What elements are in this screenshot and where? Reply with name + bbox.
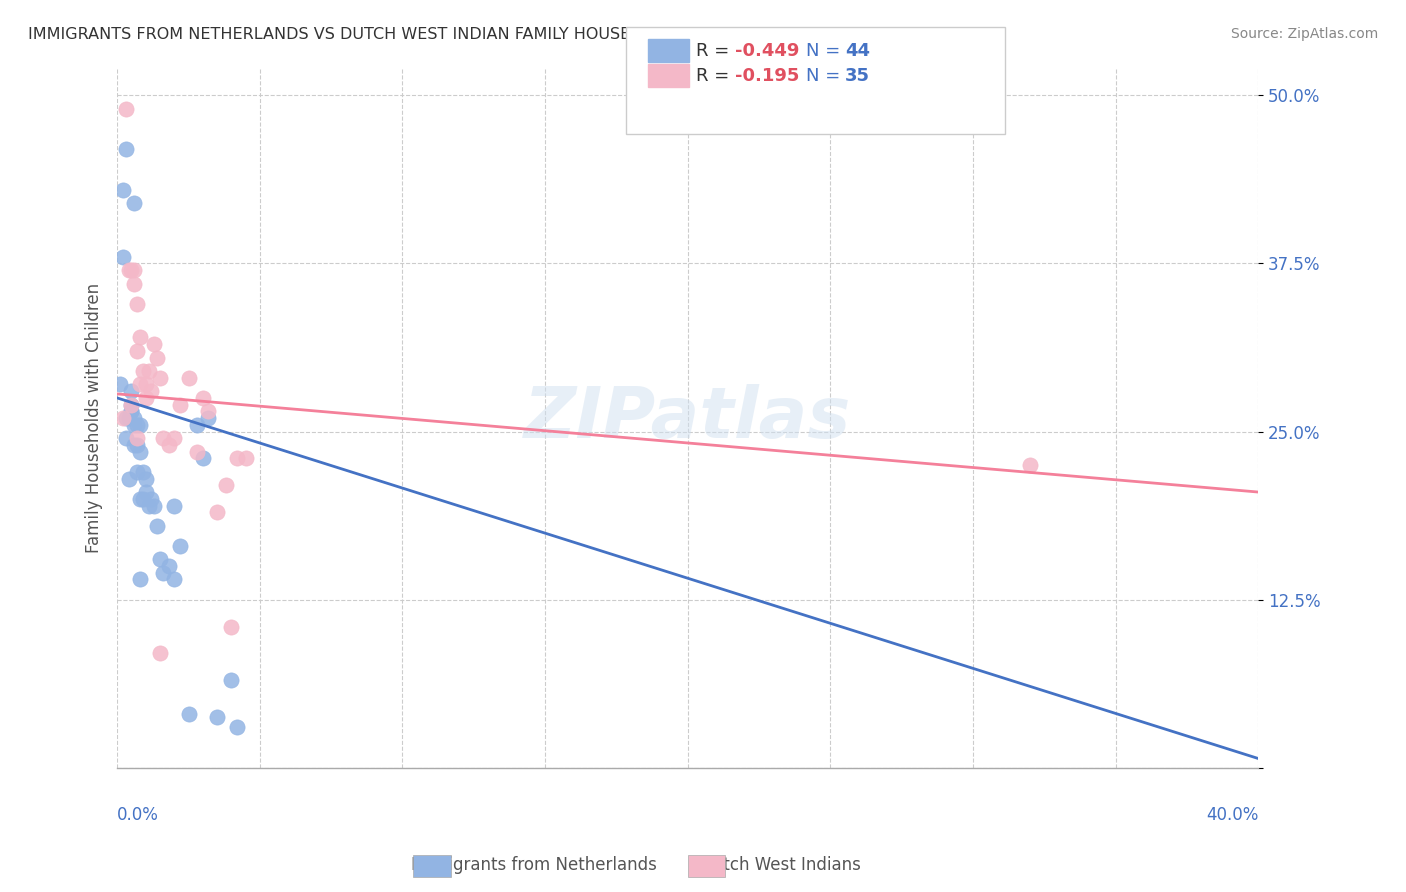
Point [132,491,155,506]
Point [177,371,200,385]
Point [214,478,236,492]
Point [124,263,146,277]
Point [197,404,219,418]
Point [117,411,139,425]
Point [120,384,142,399]
Text: -0.449: -0.449 [735,42,800,60]
Point [191,451,214,466]
Point [117,263,139,277]
Point [114,142,136,156]
Point [129,417,152,432]
Point [120,404,142,418]
Point [124,196,146,211]
Text: N =: N = [806,42,845,60]
Point [127,297,149,311]
Text: -0.195: -0.195 [735,67,800,85]
Point [124,438,146,452]
Text: N =: N = [806,67,845,85]
Point [146,518,169,533]
Point [114,411,136,425]
Text: IMMIGRANTS FROM NETHERLANDS VS DUTCH WEST INDIAN FAMILY HOUSEHOLDS WITH CHILDREN: IMMIGRANTS FROM NETHERLANDS VS DUTCH WES… [28,27,1001,42]
Text: 0.0%: 0.0% [117,806,159,824]
Text: R =: R = [696,42,735,60]
Point [169,398,191,412]
Point [186,444,208,458]
Point [138,364,160,378]
Point [129,491,152,506]
Point [143,337,166,351]
Text: 35: 35 [845,67,870,85]
Point [108,377,131,392]
Point [146,351,169,365]
Point [149,647,172,661]
Point [114,102,136,116]
Point [205,505,228,519]
Point [135,485,157,500]
Point [138,499,160,513]
Point [114,431,136,445]
Point [163,573,186,587]
Point [191,391,214,405]
Point [129,330,152,344]
Point [135,472,157,486]
Point [117,472,139,486]
Point [163,431,186,445]
Point [152,566,174,580]
Point [141,384,163,399]
Point [120,263,142,277]
Point [152,431,174,445]
Text: ZIPatlas: ZIPatlas [524,384,852,452]
Point [120,398,142,412]
Point [127,417,149,432]
Point [226,720,249,734]
Point [177,706,200,721]
Point [186,417,208,432]
Point [111,250,134,264]
Point [141,491,163,506]
Point [169,539,191,553]
Point [221,619,243,633]
Point [135,391,157,405]
Point [127,431,149,445]
Point [143,499,166,513]
Point [129,573,152,587]
Point [157,559,180,574]
Point [132,364,155,378]
Point [235,451,257,466]
Text: R =: R = [696,67,735,85]
Text: 40.0%: 40.0% [1206,806,1258,824]
Point [127,343,149,358]
Point [149,552,172,566]
Point [1019,458,1042,472]
Point [135,377,157,392]
Point [111,411,134,425]
Point [124,417,146,432]
Point [163,499,186,513]
Point [124,277,146,291]
Point [157,438,180,452]
Point [132,465,155,479]
Point [197,411,219,425]
Text: 44: 44 [845,42,870,60]
Point [127,465,149,479]
Text: Source: ZipAtlas.com: Source: ZipAtlas.com [1230,27,1378,41]
Point [120,404,142,418]
Point [149,371,172,385]
Point [226,451,249,466]
Point [129,444,152,458]
Text: Dutch West Indians: Dutch West Indians [700,856,860,874]
Point [124,411,146,425]
Text: Immigrants from Netherlands: Immigrants from Netherlands [412,856,657,874]
Point [111,182,134,196]
Y-axis label: Family Households with Children: Family Households with Children [86,283,103,553]
Point [221,673,243,688]
Point [120,398,142,412]
Point [129,377,152,392]
Point [205,709,228,723]
Point [127,438,149,452]
